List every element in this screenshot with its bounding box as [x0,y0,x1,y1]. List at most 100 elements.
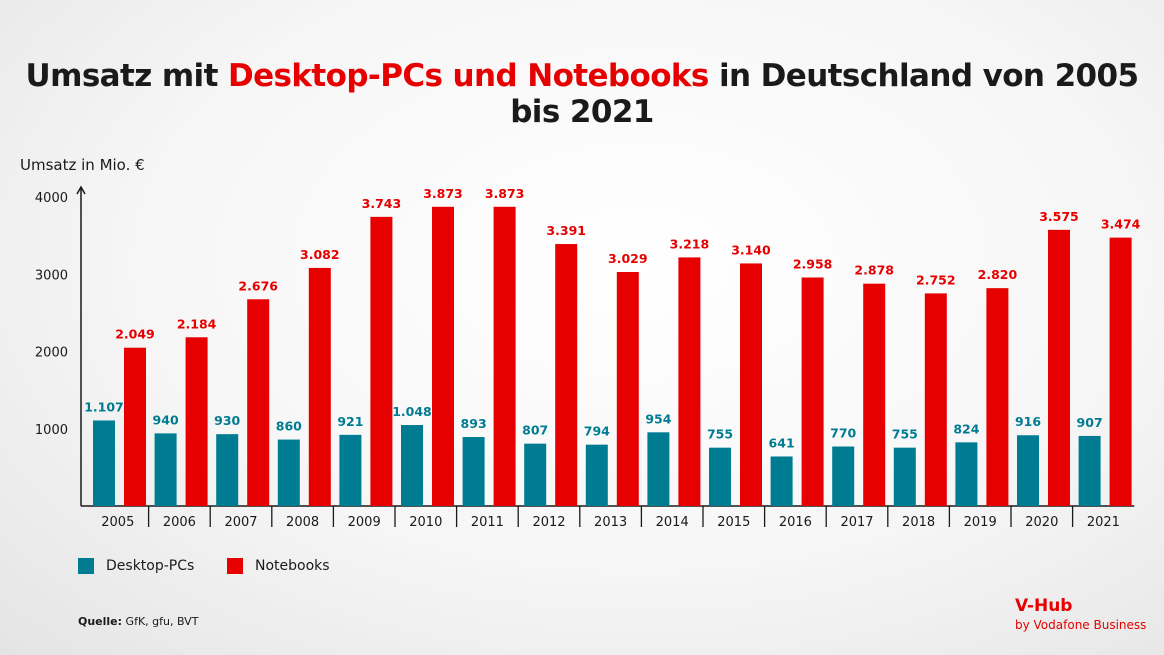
source-text: GfK, gfu, BVT [122,615,199,628]
data-label-notebooks: 3.575 [1039,209,1079,224]
data-label-notebooks: 2.820 [978,267,1018,282]
data-label-desktop: 893 [461,416,487,431]
bar-desktop [339,434,362,506]
data-label-desktop: 807 [522,423,548,438]
bar-desktop [401,425,423,506]
data-label-notebooks: 3.873 [423,186,463,201]
x-tick-label: 2015 [717,515,750,530]
bar-desktop [154,433,177,506]
bar-notebooks [1048,229,1070,507]
x-tick-label: 2010 [409,515,442,530]
data-label-notebooks: 3.029 [608,251,648,266]
data-label-desktop: 1.048 [392,404,432,419]
x-tick-label: 2007 [224,515,257,530]
x-tick-label: 2018 [902,515,935,530]
x-tick-label: 2012 [532,515,565,530]
x-tick-label: 2016 [779,515,812,530]
vhub-logo: V-Hub by Vodafone Business [1015,596,1146,632]
data-label-desktop: 860 [276,419,302,434]
bar-desktop [770,456,793,506]
legend-notebooks: Notebooks [227,558,330,574]
data-label-notebooks: 2.958 [793,256,833,271]
data-label-desktop: 770 [830,426,856,441]
bar-notebooks [124,347,146,506]
data-label-notebooks: 3.218 [670,236,710,251]
legend-swatch-desktop [78,558,94,574]
data-label-desktop: 940 [153,412,179,427]
bar-desktop [462,437,485,506]
x-tick-label: 2008 [286,515,319,530]
bar-notebooks [1109,237,1132,507]
bar-notebooks [740,263,762,506]
bar-notebooks [308,267,331,506]
y-tick-label: 2000 [35,346,68,361]
bar-notebooks [432,206,454,507]
data-label-desktop: 954 [645,411,671,426]
data-label-desktop: 907 [1077,415,1103,430]
bar-notebooks [924,293,947,506]
bar-desktop [832,446,855,506]
source-note: Quelle: GfK, gfu, BVT [78,615,198,628]
bar-notebooks [370,216,393,506]
bar-desktop [647,432,670,506]
data-label-notebooks: 3.873 [485,186,525,201]
title-part1: Umsatz mit [25,58,228,94]
bar-notebooks [185,337,208,506]
data-label-notebooks: 2.752 [916,272,956,287]
data-label-notebooks: 2.184 [177,316,217,331]
legend-desktop: Desktop-PCs [78,558,194,574]
y-tick-label: 3000 [35,268,68,283]
bar-desktop [277,439,300,506]
title-part2: in Deutschland von 2005 bis 2021 [510,58,1139,130]
x-tick-label: 2009 [348,515,381,530]
x-tick-label: 2006 [163,515,196,530]
x-tick-label: 2013 [594,515,627,530]
data-label-desktop: 1.107 [84,399,124,414]
legend-label-desktop: Desktop-PCs [106,558,195,574]
source-label: Quelle: [78,615,123,628]
logo-sub: by Vodafone Business [1015,618,1147,632]
bar-desktop [585,444,608,506]
y-axis-arrow-icon [76,185,86,195]
data-label-desktop: 921 [337,414,363,429]
bar-desktop [216,434,239,506]
bar-desktop [93,420,115,506]
bar-desktop [709,447,731,506]
bar-notebooks [863,283,886,506]
title-highlight: Desktop-PCs und Notebooks [228,58,709,94]
legend-label-notebooks: Notebooks [255,558,330,574]
x-tick-label: 2005 [101,515,134,530]
x-tick-label: 2020 [1025,515,1058,530]
data-label-desktop: 755 [892,427,918,442]
data-label-notebooks: 3.140 [731,242,771,257]
bar-desktop [955,442,978,506]
y-axis-label: Umsatz in Mio. € [20,156,145,174]
data-label-notebooks: 3.082 [300,247,340,262]
chart-title: Umsatz mit Desktop-PCs und Notebooks in … [0,58,1164,130]
data-label-notebooks: 2.676 [238,278,278,293]
y-tick-label: 1000 [35,423,68,438]
data-label-desktop: 755 [707,427,733,442]
bar-notebooks [986,288,1009,506]
data-label-notebooks: 3.474 [1101,217,1141,232]
data-label-desktop: 916 [1015,414,1041,429]
bar-notebooks [801,277,824,506]
bar-desktop [1078,435,1101,506]
data-label-notebooks: 2.049 [115,327,155,342]
data-label-notebooks: 3.743 [362,196,402,211]
x-tick-label: 2017 [840,515,873,530]
bar-desktop [1017,435,1039,506]
bar-notebooks [247,299,270,506]
x-tick-label: 2021 [1087,515,1120,530]
data-label-desktop: 824 [953,421,979,436]
logo-name: V-Hub [1015,596,1073,616]
data-label-desktop: 641 [769,435,795,450]
data-label-desktop: 930 [214,413,240,428]
bar-notebooks [616,272,639,506]
bar-notebooks [678,257,701,506]
legend-swatch-notebooks [227,558,243,574]
bar-desktop [524,443,547,506]
bar-desktop [893,447,916,506]
bar-notebooks [555,244,578,506]
data-label-notebooks: 3.391 [546,223,586,238]
